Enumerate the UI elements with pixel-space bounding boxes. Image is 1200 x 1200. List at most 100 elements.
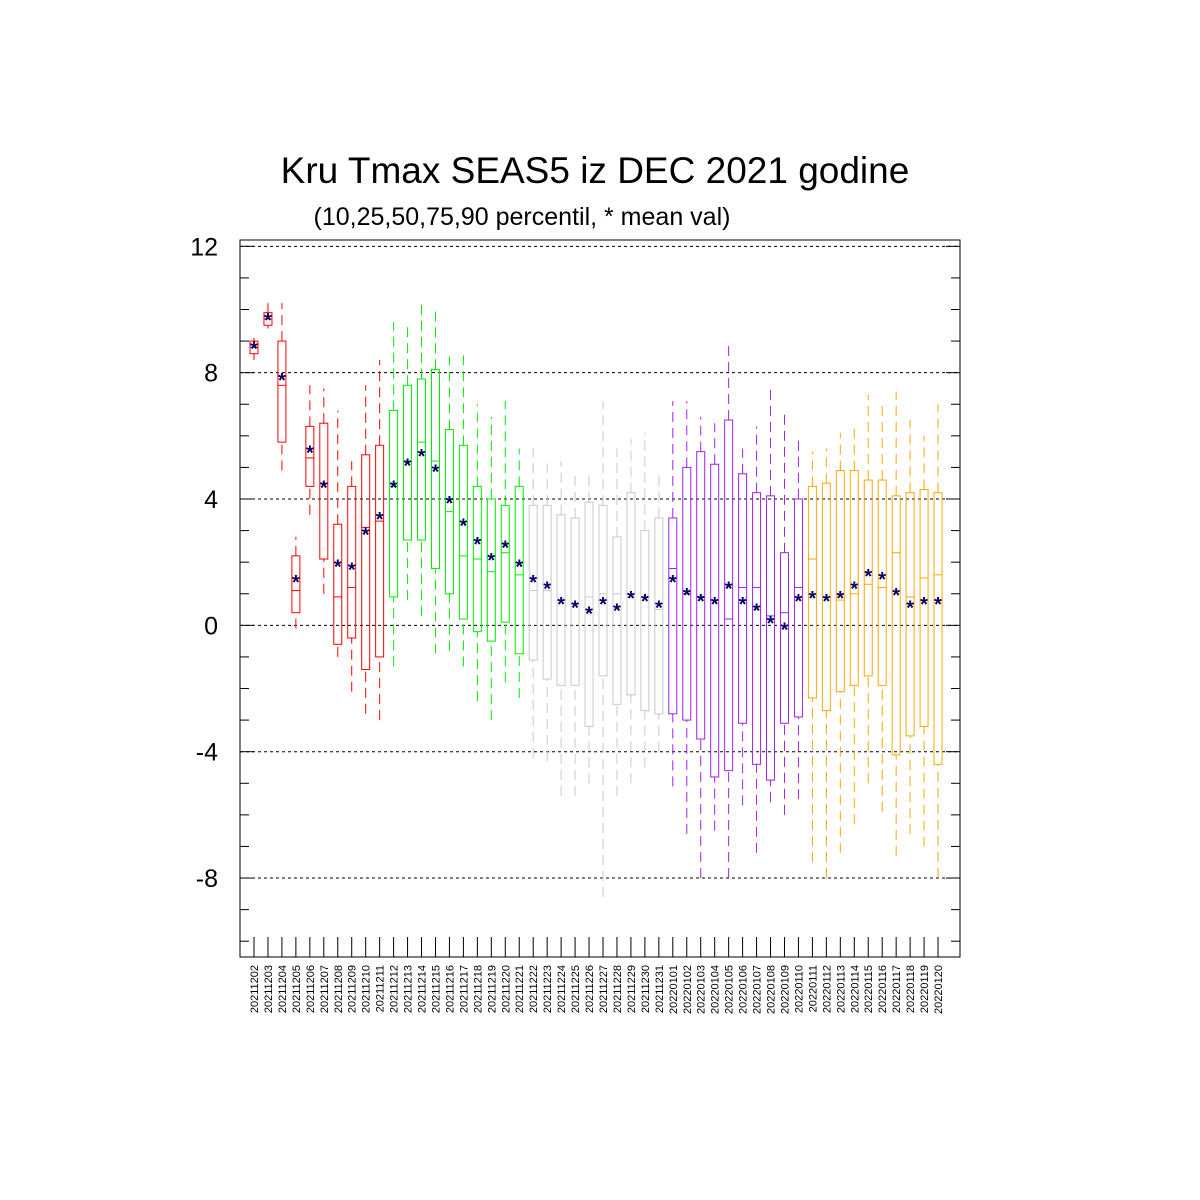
x-tick-label: 20220108	[766, 965, 778, 1014]
box-plot-20220119	[919, 435, 929, 847]
x-tick-label: 20211218	[472, 965, 484, 1013]
x-tick-label: 20211204	[277, 965, 289, 1013]
mean-marker: *	[292, 572, 300, 594]
box-plot-20220104	[710, 423, 720, 831]
y-tick-label: -4	[196, 739, 218, 767]
mean-marker: *	[725, 578, 733, 600]
x-tick-label: 20211214	[417, 965, 429, 1013]
mean-marker: *	[641, 591, 649, 613]
box-plot-20220107	[752, 426, 762, 853]
mean-marker: *	[376, 509, 384, 531]
mean-marker: *	[250, 338, 258, 360]
x-tick-label: 20211206	[305, 965, 317, 1013]
x-tick-label: 20220101	[668, 965, 680, 1014]
box-plot-20220101	[668, 401, 678, 787]
box-iqr	[905, 492, 915, 737]
mean-marker: *	[697, 591, 705, 613]
box-plot-20211208	[333, 410, 343, 657]
mean-marker: *	[418, 446, 426, 468]
mean-marker: *	[278, 370, 286, 392]
mean-marker: *	[264, 310, 272, 332]
mean-marker: *	[683, 585, 691, 607]
box-iqr	[696, 451, 706, 740]
mean-marker: *	[557, 594, 565, 616]
box-iqr	[291, 555, 301, 614]
x-tick-label: 20220104	[710, 965, 722, 1014]
chart-title: Kru Tmax SEAS5 iz DEC 2021 godine	[281, 150, 910, 191]
box-iqr	[835, 470, 845, 693]
x-tick-label: 20220109	[779, 965, 791, 1014]
mean-marker: *	[432, 462, 440, 484]
box-iqr	[766, 495, 776, 781]
mean-marker: *	[781, 620, 789, 642]
box-plots	[249, 303, 943, 897]
mean-marker: *	[809, 588, 817, 610]
box-plot-20211230	[640, 432, 650, 768]
box-plot-20211215	[430, 309, 440, 654]
x-tick-label: 20211227	[598, 965, 610, 1013]
mean-marker: *	[920, 594, 928, 616]
box-plot-20211226	[584, 473, 594, 784]
box-iqr	[891, 495, 901, 756]
x-tick-label: 20211213	[403, 965, 415, 1013]
x-tick-label: 20211223	[542, 965, 554, 1013]
x-tick-label: 20211202	[249, 965, 261, 1013]
x-tick-label: 20211212	[389, 965, 401, 1013]
y-tick-label: -8	[196, 865, 218, 893]
box-plot-20220106	[738, 448, 748, 806]
mean-marker: *	[739, 594, 747, 616]
x-tick-label: 20211224	[556, 965, 568, 1013]
x-tick-label: 20211219	[486, 965, 498, 1013]
x-tick-label: 20220113	[835, 965, 847, 1013]
mean-marker: *	[529, 572, 537, 594]
x-axis: 20211202 20211203 20211204 20211205 20211206…	[249, 937, 945, 1014]
mean-marker: *	[585, 604, 593, 626]
box-plot-20211219	[486, 416, 496, 721]
x-tick-label: 20211222	[528, 965, 540, 1013]
box-iqr	[738, 473, 748, 724]
x-tick-label: 20220118	[905, 965, 917, 1013]
box-plot-20211210	[361, 385, 371, 714]
box-plot-20211211	[375, 360, 385, 721]
box-iqr	[319, 422, 329, 560]
box-iqr	[752, 492, 762, 765]
x-tick-label: 20211230	[640, 965, 652, 1013]
box-iqr	[807, 485, 817, 699]
box-plot-20211229	[626, 438, 636, 784]
x-tick-label: 20211209	[347, 965, 359, 1013]
mean-marker: *	[613, 601, 621, 623]
mean-marker: *	[334, 556, 342, 578]
y-tick-label: 12	[190, 233, 218, 261]
mean-marker: *	[501, 537, 509, 559]
mean-marker: *	[627, 588, 635, 610]
box-plot-20220114	[849, 426, 859, 825]
box-iqr	[919, 489, 929, 727]
mean-marker: *	[711, 594, 719, 616]
mean-marker: *	[864, 566, 872, 588]
x-tick-label: 20211225	[570, 965, 582, 1013]
box-plot-20220105	[724, 341, 734, 879]
mean-marker: *	[753, 601, 761, 623]
mean-marker: *	[767, 613, 775, 635]
box-iqr	[849, 470, 859, 686]
box-plot-20211214	[417, 303, 427, 616]
y-tick-label: 0	[204, 612, 218, 640]
mean-marker: *	[878, 569, 886, 591]
x-tick-label: 20220116	[877, 965, 889, 1013]
box-iqr	[486, 498, 496, 642]
x-tick-label: 20211226	[584, 965, 596, 1013]
box-iqr	[500, 504, 510, 623]
mean-marker: *	[571, 597, 579, 619]
box-plot-20211209	[347, 461, 357, 692]
box-plot-20220118	[905, 420, 915, 834]
x-tick-label: 20211205	[291, 965, 303, 1013]
box-iqr	[305, 425, 315, 487]
mean-marker: *	[460, 515, 468, 537]
box-iqr	[612, 536, 622, 705]
box-plot-20220113	[835, 432, 845, 853]
box-plot-20211212	[389, 322, 399, 667]
box-plot-20211216	[444, 356, 454, 651]
box-plot-20211223	[542, 461, 552, 762]
x-tick-label: 20211216	[444, 965, 456, 1013]
box-plot-20220102	[682, 401, 692, 834]
